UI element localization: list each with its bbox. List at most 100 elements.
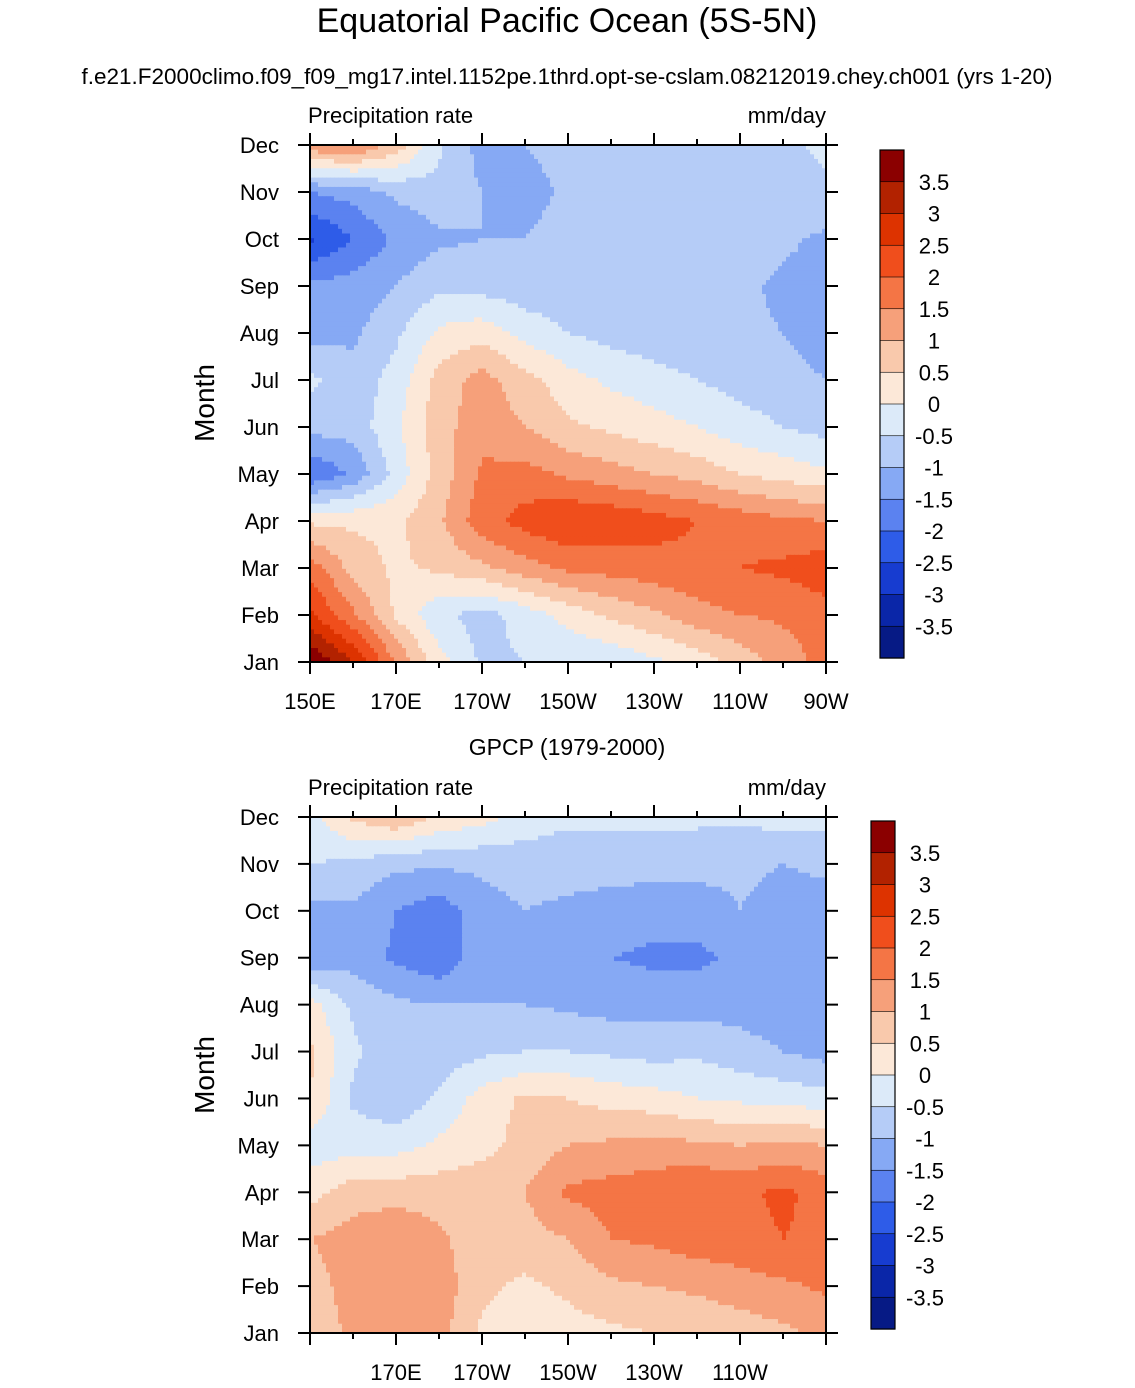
contour-cell	[418, 242, 423, 249]
contour-cell	[590, 261, 595, 267]
contour-cell	[638, 303, 643, 309]
contour-cell	[550, 270, 555, 277]
contour-cell	[426, 280, 431, 286]
contour-cell	[722, 177, 727, 183]
contour-cell	[446, 196, 451, 202]
contour-cell	[786, 233, 791, 239]
contour-cell	[694, 172, 699, 179]
contour-cell	[742, 298, 747, 304]
contour-cell	[538, 266, 543, 272]
contour-cell	[786, 182, 791, 188]
contour-cell	[754, 205, 759, 211]
contour-cell	[438, 298, 443, 304]
contour-cell	[622, 270, 627, 277]
contour-cell	[358, 284, 363, 290]
contour-cell	[686, 308, 691, 314]
contour-cell	[674, 294, 679, 300]
contour-cell	[602, 294, 607, 300]
contour-cell	[542, 256, 547, 263]
contour-cell	[482, 186, 487, 193]
contour-cell	[418, 177, 423, 183]
contour-cell	[430, 154, 435, 160]
contour-cell	[654, 247, 659, 253]
contour-cell	[742, 308, 747, 314]
contour-cell	[746, 303, 751, 309]
contour-cell	[614, 242, 619, 249]
contour-cell	[554, 219, 559, 225]
contour-cell	[350, 275, 355, 281]
contour-cell	[358, 154, 363, 160]
contour-cell	[434, 196, 439, 202]
contour-cell	[582, 275, 587, 281]
contour-cell	[394, 238, 399, 244]
contour-cell	[394, 308, 399, 314]
contour-cell	[546, 284, 551, 290]
contour-cell	[450, 266, 455, 272]
contour-cell	[618, 266, 623, 272]
contour-cell	[566, 224, 571, 230]
contour-cell	[790, 275, 795, 281]
contour-cell	[326, 219, 331, 225]
contour-cell	[546, 256, 551, 263]
contour-cell	[650, 145, 655, 151]
contour-cell	[486, 238, 491, 244]
contour-cell	[326, 182, 331, 188]
contour-cell	[682, 280, 687, 286]
contour-cell	[550, 200, 555, 207]
contour-cell	[614, 294, 619, 300]
contour-cell	[562, 214, 567, 221]
contour-cell	[794, 252, 799, 258]
contour-cell	[530, 275, 535, 281]
contour-cell	[802, 191, 807, 197]
contour-cell	[750, 196, 755, 202]
contour-cell	[514, 163, 519, 169]
contour-cell	[366, 205, 371, 211]
contour-cell	[554, 242, 559, 249]
contour-cell	[366, 308, 371, 314]
contour-cell	[562, 149, 567, 155]
contour-cell	[362, 242, 367, 249]
contour-cell	[726, 312, 731, 318]
contour-cell	[750, 168, 755, 174]
contour-cell	[602, 219, 607, 225]
contour-cell	[362, 280, 367, 286]
contour-cell	[462, 210, 467, 216]
contour-cell	[658, 200, 663, 207]
contour-cell	[522, 191, 527, 197]
contour-cell	[706, 163, 711, 169]
contour-cell	[546, 224, 551, 230]
contour-cell	[730, 247, 735, 253]
contour-cell	[538, 238, 543, 244]
contour-cell	[398, 256, 403, 263]
contour-cell	[330, 261, 335, 267]
contour-cell	[578, 252, 583, 258]
contour-cell	[430, 294, 435, 300]
contour-cell	[718, 228, 723, 235]
contour-cell	[794, 149, 799, 155]
contour-cell	[554, 284, 559, 290]
contour-cell	[586, 172, 591, 179]
contour-cell	[730, 298, 735, 304]
contour-cell	[346, 163, 351, 169]
contour-cell	[614, 308, 619, 314]
contour-cell	[818, 256, 823, 263]
contour-cell	[422, 247, 427, 253]
contour-cell	[402, 294, 407, 300]
contour-cell	[406, 256, 411, 263]
contour-cell	[790, 247, 795, 253]
contour-cell	[598, 242, 603, 249]
contour-cell	[478, 210, 483, 216]
contour-cell	[394, 294, 399, 300]
contour-cell	[494, 256, 499, 263]
contour-cell	[810, 182, 815, 188]
contour-cell	[662, 214, 667, 221]
contour-cell	[414, 191, 419, 197]
contour-cell	[470, 219, 475, 225]
contour-cell	[590, 312, 595, 318]
contour-cell	[698, 266, 703, 272]
contour-cell	[326, 172, 331, 179]
contour-cell	[578, 289, 583, 295]
contour-cell	[410, 308, 415, 314]
contour-cell	[386, 294, 391, 300]
contour-cell	[542, 242, 547, 249]
